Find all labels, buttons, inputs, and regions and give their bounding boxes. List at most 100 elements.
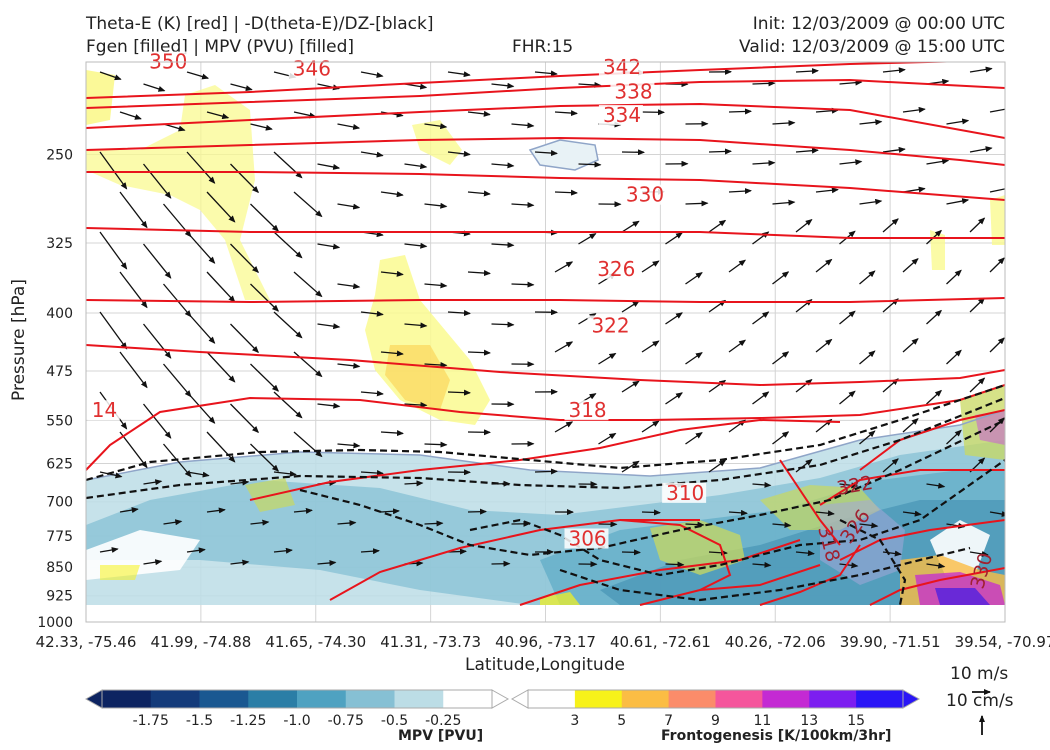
theta-label-bg bbox=[564, 528, 609, 549]
x-tick-label: 41.31, -73.73 bbox=[380, 633, 481, 651]
quiver-key-horizontal: 10 m/s bbox=[950, 664, 1009, 684]
colorbar-swatch bbox=[762, 690, 810, 708]
wind-vector bbox=[467, 508, 487, 515]
wind-vector bbox=[250, 283, 280, 312]
wind-vector bbox=[206, 431, 236, 463]
theta-e-label: 334 bbox=[603, 103, 641, 127]
wind-vector bbox=[360, 390, 384, 397]
colorbar-tick-label: -1.5 bbox=[186, 713, 213, 729]
wind-vector bbox=[969, 377, 986, 393]
y-tick-label: 475 bbox=[46, 364, 73, 380]
wind-vector bbox=[360, 71, 384, 78]
wind-vector bbox=[795, 459, 813, 473]
wind-vector bbox=[360, 151, 384, 158]
y-tick-label: 1000 bbox=[37, 615, 73, 631]
wind-vector bbox=[467, 349, 491, 356]
wind-vector bbox=[554, 189, 578, 196]
y-tick-label: 400 bbox=[46, 306, 73, 322]
wind-vector bbox=[380, 430, 404, 437]
wind-vector bbox=[665, 312, 683, 325]
wind-vector bbox=[119, 507, 139, 514]
theta-e-contour bbox=[779, 459, 841, 546]
wind-vector bbox=[795, 379, 813, 393]
wind-vector bbox=[989, 417, 1005, 433]
theta-label-bg bbox=[587, 315, 632, 336]
y-tick-label: 925 bbox=[46, 589, 73, 605]
x-tick-label: 40.61, -72.61 bbox=[610, 633, 711, 651]
theta-e-contour bbox=[86, 102, 1005, 139]
colorbar-tick-label: 7 bbox=[664, 713, 673, 729]
wind-vector bbox=[491, 162, 515, 169]
wind-vector bbox=[598, 432, 617, 445]
wind-vector bbox=[230, 163, 260, 194]
colorbar-swatch bbox=[809, 690, 857, 708]
wind-vector bbox=[273, 391, 303, 419]
theta-e-contour bbox=[86, 344, 1005, 387]
colorbar-outline bbox=[527, 689, 904, 709]
wind-vector bbox=[772, 199, 796, 206]
theta-e-contour bbox=[869, 567, 1005, 606]
wind-vector bbox=[293, 351, 323, 378]
wind-vector bbox=[250, 203, 280, 232]
x-tick-label: 41.99, -74.88 bbox=[150, 633, 251, 651]
wind-vector bbox=[230, 403, 260, 434]
colorbar-swatch bbox=[102, 690, 152, 708]
wind-vector bbox=[839, 159, 863, 166]
wind-vector bbox=[99, 231, 128, 270]
wind-vector bbox=[969, 146, 993, 153]
wind-vector bbox=[273, 470, 297, 477]
wind-vector bbox=[946, 429, 962, 445]
wind-vector bbox=[859, 522, 879, 529]
wind-vector bbox=[708, 459, 727, 473]
wind-vector bbox=[946, 269, 962, 285]
colorbar-tick-label: -0.75 bbox=[328, 713, 364, 729]
colorbar-extend-left bbox=[84, 689, 103, 709]
theta-e-label: 346 bbox=[293, 56, 331, 80]
wind-vector bbox=[554, 421, 574, 433]
wind-vector bbox=[641, 420, 660, 433]
theta-e-contour bbox=[329, 519, 700, 601]
x-tick-label: 41.65, -74.30 bbox=[265, 633, 366, 651]
wind-vector bbox=[795, 147, 819, 154]
wind-vector bbox=[728, 509, 748, 516]
wind-vector bbox=[859, 430, 876, 445]
wind-vector bbox=[230, 83, 253, 92]
wind-vector bbox=[273, 231, 303, 259]
wind-vector bbox=[795, 68, 819, 75]
wind-vector bbox=[142, 323, 172, 359]
wind-vector bbox=[859, 350, 876, 365]
wind-vector bbox=[772, 120, 796, 127]
wind-vector bbox=[491, 82, 515, 89]
wind-vector bbox=[969, 297, 986, 313]
wind-vector bbox=[946, 349, 962, 365]
wind-vector bbox=[467, 110, 491, 117]
colorbar-tick-label: 3 bbox=[570, 713, 579, 729]
wind-vector bbox=[882, 146, 906, 153]
theta-label-bg bbox=[87, 400, 120, 421]
colorbar-extend-right bbox=[491, 689, 510, 709]
wind-vector bbox=[839, 562, 859, 569]
wind-vector bbox=[119, 191, 148, 229]
wind-vector bbox=[163, 519, 183, 526]
wind-vector bbox=[293, 191, 323, 218]
theta-e-label: 306 bbox=[568, 527, 606, 551]
wind-vector bbox=[534, 150, 558, 157]
wind-vector bbox=[752, 160, 776, 166]
wind-vector bbox=[119, 271, 148, 309]
y-tick-label: 250 bbox=[46, 148, 73, 164]
theta-label-bg bbox=[610, 81, 655, 102]
theta-e-contour bbox=[86, 227, 1005, 239]
wind-vector bbox=[902, 106, 926, 113]
wind-vector bbox=[839, 310, 856, 325]
theta-e-contour bbox=[86, 171, 1005, 201]
valid-time: Valid: 12/03/2009 @ 15:00 UTC bbox=[739, 37, 1005, 57]
wind-vector bbox=[728, 339, 746, 353]
theta-e-label: 326 bbox=[597, 257, 635, 281]
y-tick-labels: 250 325 400 475 550 625 700 775 850 925 1000 bbox=[37, 148, 73, 631]
y-tick-label: 775 bbox=[46, 529, 73, 545]
theta-e-label: 310 bbox=[666, 481, 704, 505]
wind-vector bbox=[380, 191, 404, 198]
wind-vector bbox=[186, 231, 216, 264]
theta-label-bg bbox=[662, 482, 707, 503]
theta-e-contour bbox=[619, 519, 732, 591]
